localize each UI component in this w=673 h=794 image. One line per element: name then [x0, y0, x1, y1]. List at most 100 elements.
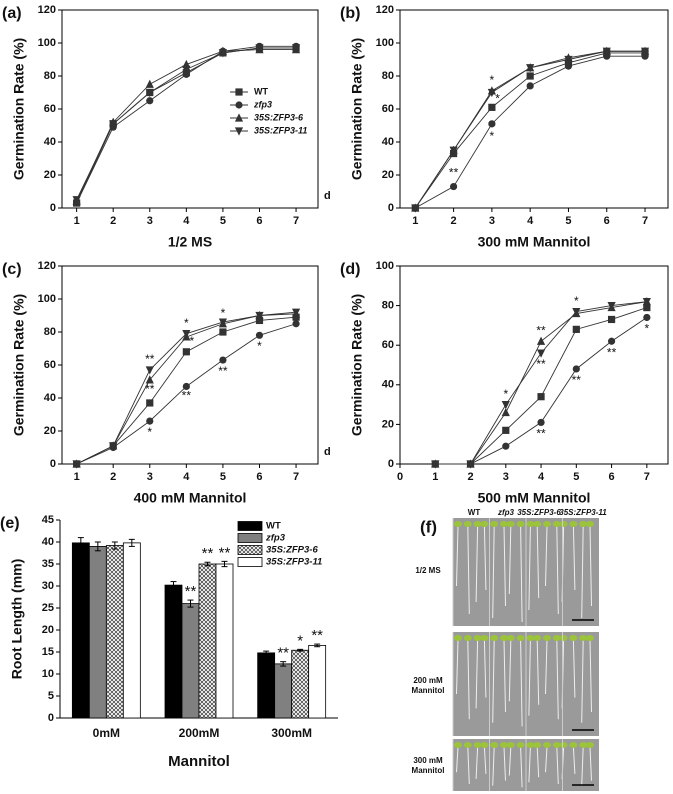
- leaf: [579, 521, 588, 527]
- y-tick-label: 40: [44, 392, 56, 404]
- y-tick-label: 100: [38, 293, 56, 305]
- marker: [145, 366, 154, 375]
- root: [508, 639, 512, 702]
- significance: *: [574, 294, 579, 308]
- leaf: [543, 521, 551, 527]
- x-tick-label: 2: [110, 471, 116, 483]
- significance: **: [185, 583, 197, 600]
- significance: **: [218, 364, 228, 378]
- marker: [219, 328, 227, 336]
- leaf: [559, 635, 568, 641]
- leaf: [526, 635, 535, 641]
- leaf: [569, 742, 578, 748]
- root: [581, 746, 584, 786]
- marker: [291, 44, 301, 53]
- root: [456, 525, 459, 587]
- x-axis-label: 500 mM Mannitol: [478, 490, 591, 506]
- y-tick-label: 100: [38, 37, 56, 49]
- y-tick-label: 0: [50, 202, 56, 214]
- marker: [536, 349, 546, 358]
- root: [467, 525, 470, 615]
- legend-label: 35S:ZFP3-6: [266, 545, 318, 556]
- marker: [234, 127, 244, 136]
- significance: *: [147, 425, 152, 439]
- x-tick-label: 4: [538, 471, 545, 483]
- x-tick-label: 2: [110, 215, 116, 227]
- marker: [643, 303, 651, 312]
- marker: [607, 315, 616, 324]
- significance: **: [607, 345, 617, 359]
- root: [528, 525, 531, 611]
- x-tick-label: 5: [565, 215, 571, 227]
- root: [556, 639, 559, 720]
- y-tick-label: 15: [42, 646, 54, 658]
- x-axis-label: 1/2 MS: [168, 234, 212, 250]
- root: [503, 525, 506, 607]
- y-tick-label: 40: [44, 136, 56, 148]
- marker: [488, 120, 496, 128]
- y-tick-label: 10: [42, 668, 54, 680]
- y-tick-label: 120: [38, 260, 56, 272]
- marker: [526, 64, 535, 73]
- marker: [235, 88, 243, 96]
- root: [581, 639, 584, 723]
- y-tick-label: 30: [42, 580, 54, 592]
- root: [589, 746, 592, 781]
- leaf: [552, 635, 561, 641]
- x-tick-label: 4: [527, 215, 534, 227]
- significance: **: [536, 426, 546, 440]
- significance: **: [277, 645, 289, 662]
- y-tick-label: 40: [42, 536, 54, 548]
- y-tick-label: 60: [382, 339, 394, 351]
- marker: [182, 330, 191, 339]
- y-tick-label: 80: [44, 326, 56, 338]
- x-tick-label: 0mM: [93, 726, 120, 740]
- root: [475, 639, 479, 709]
- y-tick-label: 45: [42, 514, 54, 526]
- root: [483, 746, 487, 774]
- seedlings: [452, 518, 594, 791]
- leaf: [586, 635, 594, 641]
- root: [589, 525, 592, 607]
- leaf: [533, 742, 542, 748]
- x-tick-label: 6: [256, 471, 262, 483]
- root: [556, 525, 559, 615]
- y-tick-label: 80: [382, 300, 394, 312]
- marker: [219, 356, 227, 364]
- marker: [501, 407, 510, 417]
- root: [467, 746, 470, 784]
- x-tick-label: 3: [489, 215, 495, 227]
- marker: [146, 97, 154, 105]
- marker: [466, 460, 475, 469]
- y-tick-label: 35: [42, 558, 54, 570]
- marker: [182, 70, 190, 78]
- root: [456, 746, 459, 773]
- y-tick-label: 80: [382, 70, 394, 82]
- marker: [292, 320, 300, 328]
- legend-label: WT: [266, 521, 281, 532]
- x-tick-label: 2: [451, 215, 457, 227]
- marker: [643, 313, 651, 322]
- marker: [145, 88, 154, 98]
- root: [475, 746, 479, 779]
- x-tick-label: 7: [642, 215, 648, 227]
- root: [492, 525, 495, 619]
- marker: [602, 47, 611, 56]
- marker: [640, 47, 650, 56]
- root: [536, 525, 540, 599]
- leaf: [500, 521, 508, 527]
- legend-label: zfp3: [253, 99, 272, 109]
- x-tick-label: 1: [412, 215, 418, 227]
- y-tick-label: 20: [382, 418, 394, 430]
- x-tick-label: 7: [293, 471, 299, 483]
- panel-label: (d): [340, 261, 360, 278]
- significance: **: [311, 627, 323, 644]
- x-tick-label: 7: [644, 471, 650, 483]
- marker: [450, 182, 458, 191]
- marker: [146, 417, 154, 425]
- leaf: [480, 635, 489, 641]
- root: [556, 746, 559, 784]
- leaf: [463, 742, 472, 748]
- bar: [308, 645, 327, 719]
- leaf: [586, 521, 594, 527]
